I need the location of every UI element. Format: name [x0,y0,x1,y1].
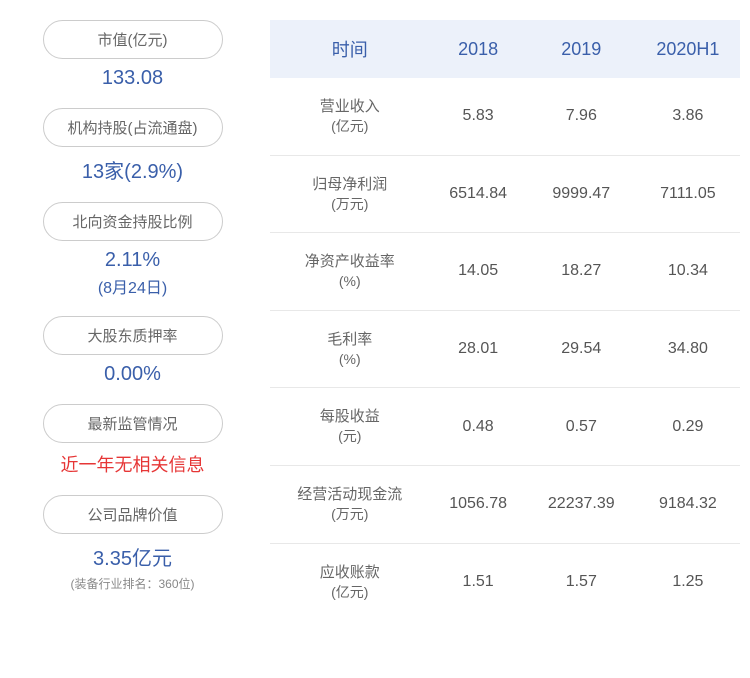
cell: 22237.39 [527,465,636,543]
cell: 29.54 [527,310,636,388]
row-label-unit: (万元) [278,195,421,215]
row-label: 营业收入 (亿元) [270,78,429,155]
row-label-main: 归母净利润 [278,174,421,195]
cell: 14.05 [429,233,526,311]
cell: 0.29 [636,388,740,466]
metric-subvalue-northbound: (8月24日) [98,274,167,298]
row-label: 经营活动现金流 (万元) [270,465,429,543]
metric-value-institutional: 13家(2.9%) [82,155,183,184]
row-label-main: 净资产收益率 [278,251,421,272]
table-row: 归母净利润 (万元) 6514.84 9999.47 7111.05 [270,155,740,233]
row-label-unit: (元) [278,427,421,447]
header-2018: 2018 [429,20,526,78]
row-label-main: 营业收入 [278,96,421,117]
metric-subtext-brand: (装备行业排名：360位) [70,575,194,592]
row-label-unit: (万元) [278,505,421,525]
row-label: 归母净利润 (万元) [270,155,429,233]
header-time: 时间 [270,20,429,78]
metric-label-brand: 公司品牌价值 [43,495,223,534]
cell: 0.48 [429,388,526,466]
table-row: 应收账款 (亿元) 1.51 1.57 1.25 [270,543,740,620]
cell: 5.83 [429,78,526,155]
header-2019: 2019 [527,20,636,78]
cell: 18.27 [527,233,636,311]
cell: 34.80 [636,310,740,388]
metric-value-market-cap: 133.08 [102,67,163,90]
metric-value-regulatory: 近一年无相关信息 [61,451,205,477]
table-row: 营业收入 (亿元) 5.83 7.96 3.86 [270,78,740,155]
row-label: 每股收益 (元) [270,388,429,466]
row-label-unit: (%) [278,272,421,292]
metric-label-market-cap: 市值(亿元) [43,20,223,59]
metric-value-pledge: 0.00% [104,363,161,386]
cell: 7111.05 [636,155,740,233]
row-label: 毛利率 (%) [270,310,429,388]
metric-label-institutional: 机构持股(占流通盘) [43,108,223,147]
financial-table: 时间 2018 2019 2020H1 营业收入 (亿元) 5.83 7.96 … [270,20,740,620]
table-row: 毛利率 (%) 28.01 29.54 34.80 [270,310,740,388]
row-label: 净资产收益率 (%) [270,233,429,311]
row-label-main: 毛利率 [278,329,421,350]
financial-table-panel: 时间 2018 2019 2020H1 营业收入 (亿元) 5.83 7.96 … [255,20,740,658]
cell: 1.25 [636,543,740,620]
cell: 7.96 [527,78,636,155]
row-label-main: 每股收益 [278,406,421,427]
cell: 9999.47 [527,155,636,233]
metric-value-brand: 3.35亿元 [93,542,172,571]
metric-label-northbound: 北向资金持股比例 [43,202,223,241]
table-row: 每股收益 (元) 0.48 0.57 0.29 [270,388,740,466]
row-label-unit: (亿元) [278,117,421,137]
left-metrics-panel: 市值(亿元) 133.08 机构持股(占流通盘) 13家(2.9%) 北向资金持… [10,20,255,658]
cell: 28.01 [429,310,526,388]
row-label-main: 经营活动现金流 [278,484,421,505]
metric-label-pledge: 大股东质押率 [43,316,223,355]
metric-label-regulatory: 最新监管情况 [43,404,223,443]
cell: 9184.32 [636,465,740,543]
metric-value-northbound: 2.11% [105,249,160,272]
header-2020h1: 2020H1 [636,20,740,78]
cell: 1.57 [527,543,636,620]
row-label-unit: (%) [278,350,421,370]
row-label-unit: (亿元) [278,583,421,603]
row-label-main: 应收账款 [278,562,421,583]
cell: 6514.84 [429,155,526,233]
table-row: 经营活动现金流 (万元) 1056.78 22237.39 9184.32 [270,465,740,543]
row-label: 应收账款 (亿元) [270,543,429,620]
cell: 10.34 [636,233,740,311]
cell: 0.57 [527,388,636,466]
cell: 1056.78 [429,465,526,543]
table-body: 营业收入 (亿元) 5.83 7.96 3.86 归母净利润 (万元) 6514… [270,78,740,620]
table-header-row: 时间 2018 2019 2020H1 [270,20,740,78]
cell: 3.86 [636,78,740,155]
cell: 1.51 [429,543,526,620]
table-row: 净资产收益率 (%) 14.05 18.27 10.34 [270,233,740,311]
